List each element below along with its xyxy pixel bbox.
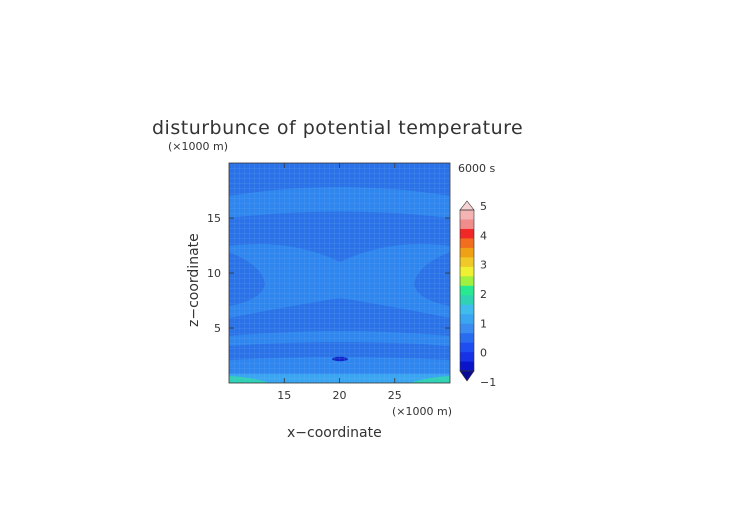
y-tick-label: 15 xyxy=(207,212,221,225)
colorbar: −1 0 1 2 3 4 5 xyxy=(459,200,496,389)
colorbar-tick-label: 5 xyxy=(480,200,487,213)
colorbar-segment xyxy=(460,228,474,239)
colorbar-tick-label: 2 xyxy=(480,288,487,301)
chart-title: disturbunce of potential temperature xyxy=(152,117,523,139)
colorbar-segment xyxy=(460,342,474,353)
colorbar-segment xyxy=(460,333,474,343)
y-axis-ticks: 5 10 15 xyxy=(207,212,450,335)
colorbar-segment xyxy=(460,266,474,277)
x-axis-ticks: 15 20 25 xyxy=(277,163,402,402)
y-axis-label: z−coordinate xyxy=(186,233,202,327)
colorbar-segment xyxy=(460,285,474,296)
x-axis-label: x−coordinate xyxy=(287,425,382,441)
grid-overlay xyxy=(229,163,450,383)
colorbar-tick-label: 1 xyxy=(480,317,487,330)
colorbar-segment xyxy=(460,238,474,249)
colorbar-segment xyxy=(460,295,474,306)
colorbar-segment xyxy=(460,304,474,315)
x-tick-label: 25 xyxy=(388,389,402,402)
plot-area xyxy=(229,163,450,383)
colorbar-segment xyxy=(460,257,474,268)
colorbar-segment xyxy=(460,323,474,334)
colorbar-segment xyxy=(460,219,474,230)
colorbar-segment xyxy=(460,276,474,287)
y-tick-label: 5 xyxy=(214,322,221,335)
z-unit-label: (×1000 m) xyxy=(168,140,228,153)
colorbar-tick-label: −1 xyxy=(480,376,496,389)
colorbar-tick-label: 4 xyxy=(480,229,487,242)
colorbar-under-triangle xyxy=(459,370,475,382)
colorbar-segment xyxy=(460,314,474,324)
y-tick-label: 10 xyxy=(207,267,221,280)
time-label: 6000 s xyxy=(458,162,495,175)
colorbar-segment xyxy=(460,361,474,372)
x-unit-label: (×1000 m) xyxy=(392,405,452,418)
colorbar-segment xyxy=(460,247,474,258)
colorbar-tick-label: 0 xyxy=(480,347,487,360)
colorbar-over-triangle xyxy=(459,200,475,211)
colorbar-tick-label: 3 xyxy=(480,259,487,272)
colorbar-segment xyxy=(460,210,474,220)
x-tick-label: 20 xyxy=(333,389,347,402)
colorbar-segment xyxy=(460,352,474,362)
x-tick-label: 15 xyxy=(277,389,291,402)
colorbar-frame xyxy=(459,209,475,372)
